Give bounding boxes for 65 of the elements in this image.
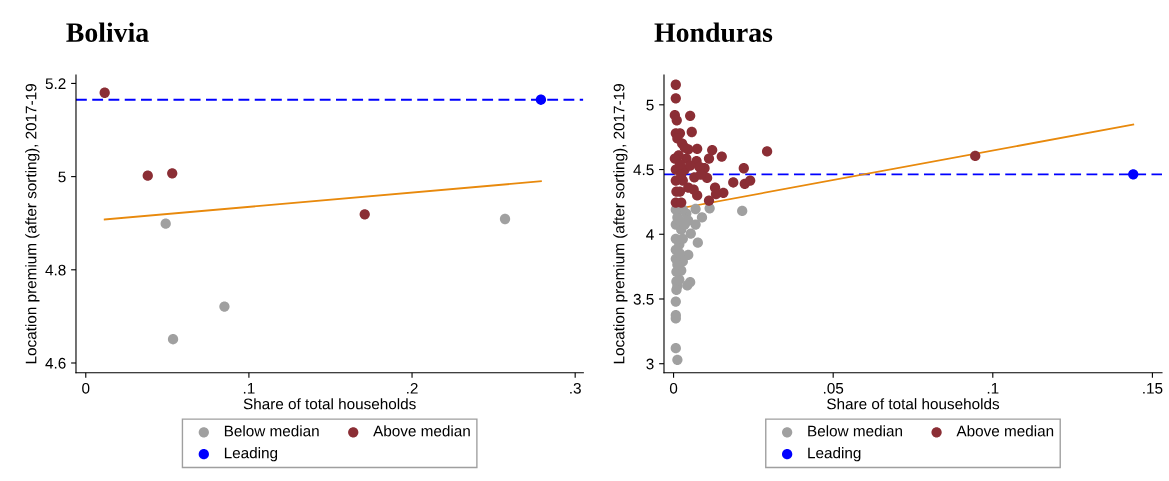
point (692, 237, 703, 248)
point (160, 218, 171, 229)
point (728, 177, 739, 188)
x-axis-title: Share of total households (827, 398, 1000, 410)
point (167, 168, 178, 179)
x-tick-label: .1 (243, 383, 255, 394)
x-tick-label: .15 (1143, 383, 1163, 394)
x-tick-label: .05 (823, 382, 844, 394)
point (219, 301, 230, 312)
legend-label: Below median (224, 425, 319, 437)
point (970, 150, 981, 162)
y-tick-label: 5 (646, 99, 654, 111)
point (679, 142, 690, 153)
point (671, 115, 682, 126)
x-axis-title: Share of total households (243, 398, 416, 410)
chart-title: Bolivia (66, 22, 149, 42)
point (692, 143, 703, 154)
point (672, 354, 683, 365)
point (670, 93, 681, 104)
point (686, 126, 697, 138)
y-axis-title: Location premium (after sorting), 2017-19 (25, 84, 40, 364)
legend-label: Below median (808, 425, 902, 437)
x-tick-label: 0 (82, 382, 90, 394)
point (359, 209, 370, 220)
legend-label: Above median (956, 425, 1054, 437)
chart-title: Honduras (654, 22, 773, 43)
x-tick-label: .3 (570, 382, 581, 394)
y-axis-title: Location premium (after sorting), 2017-19 (613, 84, 628, 364)
x-tick-label: 0 (669, 382, 678, 394)
y-tick-label: 4.6 (45, 357, 66, 369)
point (690, 203, 701, 215)
point (703, 195, 715, 206)
point (716, 151, 727, 162)
point (99, 87, 110, 98)
y-tick-label: 3.5 (633, 293, 654, 305)
legend-label: Leading (808, 447, 861, 462)
point (499, 213, 511, 225)
point (167, 334, 179, 345)
y-tick-label: 4 (646, 229, 654, 240)
point (688, 184, 699, 195)
point (737, 205, 748, 217)
point (685, 110, 696, 121)
point (670, 79, 681, 90)
point (1128, 169, 1139, 180)
legend-label: Leading (224, 447, 278, 462)
y-tick-label: 5.2 (45, 78, 66, 90)
x-tick-label: .1 (987, 383, 999, 394)
point (670, 343, 681, 354)
y-tick-label: 5 (58, 171, 66, 183)
point (696, 212, 708, 223)
y-tick-label: 4.5 (633, 164, 654, 176)
point (142, 170, 153, 181)
point (535, 94, 547, 105)
point (685, 160, 696, 171)
y-tick-label: 4.8 (45, 264, 66, 276)
y-tick-label: 3 (646, 358, 654, 370)
point (707, 144, 718, 156)
point (685, 228, 696, 239)
x-tick-label: .2 (407, 382, 418, 394)
point (670, 296, 681, 307)
legend-label: Above median (373, 425, 470, 437)
point (745, 175, 756, 186)
point (761, 146, 773, 157)
point (703, 153, 715, 164)
point (738, 163, 749, 174)
